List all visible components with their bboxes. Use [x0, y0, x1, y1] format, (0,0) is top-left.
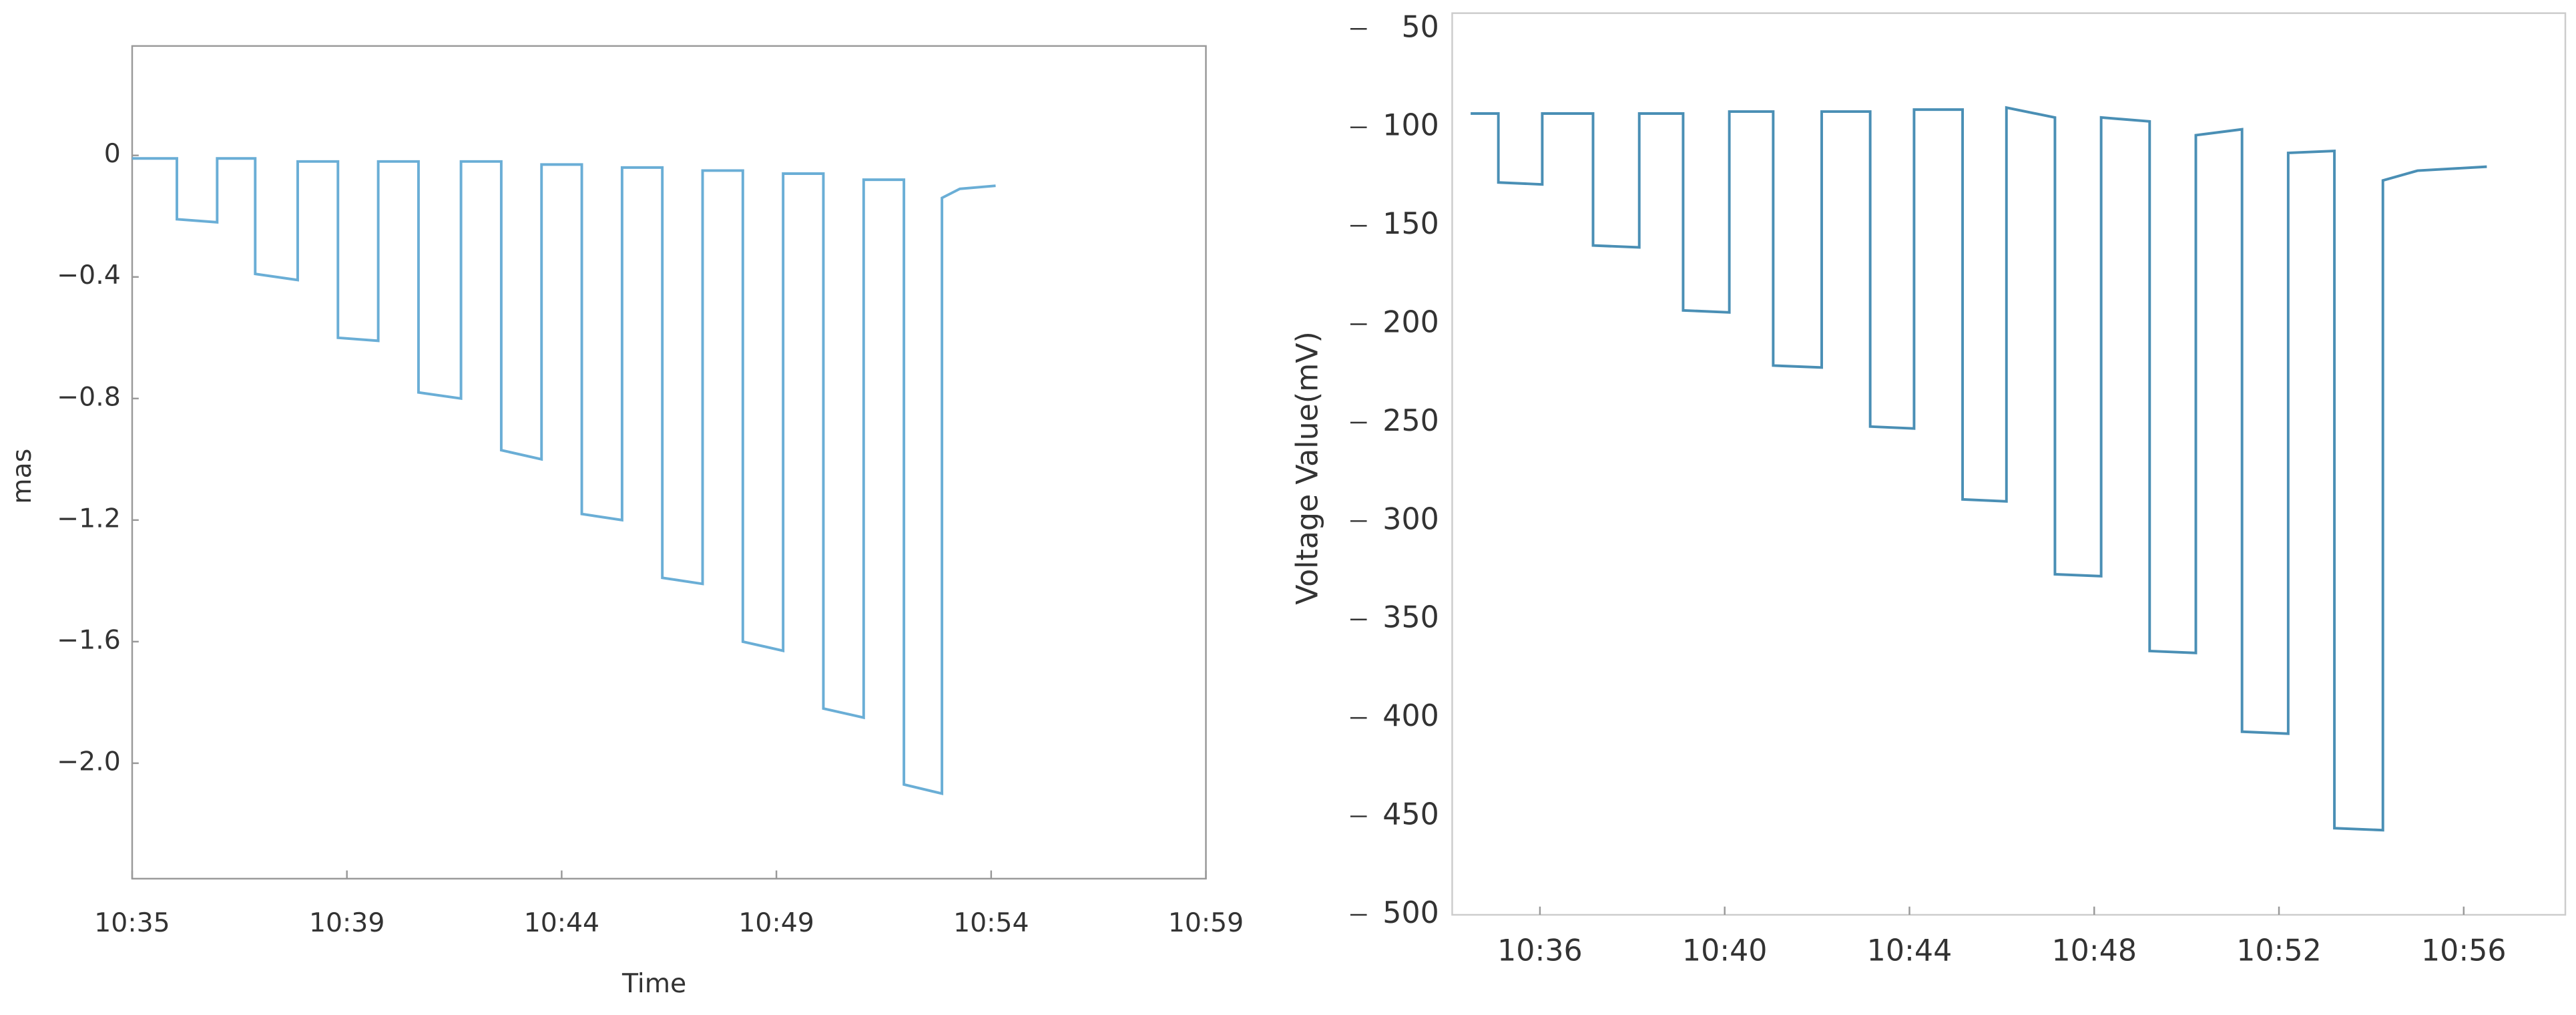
y-tick-label: −1.6 [57, 624, 121, 655]
x-tick-label: 10:56 [2421, 934, 2507, 968]
y-tick-label: −2.0 [57, 746, 121, 777]
x-tick-label: 10:52 [2236, 934, 2322, 968]
y-tick-label: 400 [1382, 699, 1439, 733]
plot-frame [131, 45, 1207, 880]
y-axis-label: mas [7, 449, 37, 504]
x-tick-label: 10:44 [1867, 934, 1953, 968]
y-tick-label: −0.8 [57, 381, 121, 412]
y-tick-label: 250 [1382, 404, 1439, 438]
x-tick-label: 10:49 [738, 907, 814, 938]
y-tick-label: 150 [1382, 207, 1439, 241]
x-tick-label: 10:36 [1497, 934, 1583, 968]
y-tick-label: 350 [1382, 601, 1439, 635]
y-tick-label: −1.2 [57, 503, 121, 534]
data-line [132, 157, 996, 795]
x-tick-label: 10:59 [1168, 907, 1244, 938]
y-tick-label: 450 [1382, 798, 1439, 832]
y-tick-label: 100 [1382, 109, 1439, 143]
data-line [1471, 106, 2487, 832]
x-tick-label: 10:54 [953, 907, 1029, 938]
y-tick-label: −0.4 [57, 260, 121, 290]
x-tick-label: 10:44 [524, 907, 599, 938]
y-tick-label: 300 [1382, 502, 1439, 536]
y-tick-label: 50 [1401, 10, 1439, 44]
y-tick-label: 0 [104, 138, 121, 169]
x-tick-label: 10:48 [2051, 934, 2137, 968]
y-tick-label: 500 [1382, 896, 1439, 930]
y-tick-label: 200 [1382, 305, 1439, 339]
plot-frame [1451, 12, 2567, 916]
x-tick-label: 10:40 [1682, 934, 1768, 968]
x-tick-label: 10:35 [94, 907, 170, 938]
x-tick-label: 10:39 [309, 907, 384, 938]
y-axis-label: Voltage Value(mV) [1290, 331, 1324, 605]
x-axis-label: Time [621, 968, 686, 999]
